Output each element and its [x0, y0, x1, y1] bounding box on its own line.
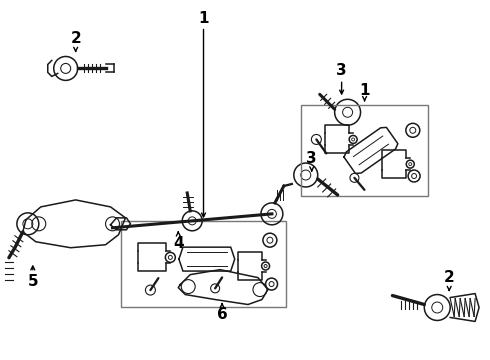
- Text: 4: 4: [173, 236, 184, 251]
- Text: 2: 2: [444, 270, 455, 285]
- Text: 1: 1: [359, 83, 370, 98]
- Text: 5: 5: [27, 274, 38, 289]
- Text: 3: 3: [336, 63, 347, 78]
- Text: 6: 6: [217, 307, 227, 322]
- Text: 3: 3: [306, 150, 317, 166]
- Text: 2: 2: [70, 31, 81, 46]
- Text: 1: 1: [198, 11, 209, 26]
- Bar: [121, 221, 287, 307]
- Bar: [301, 105, 428, 196]
